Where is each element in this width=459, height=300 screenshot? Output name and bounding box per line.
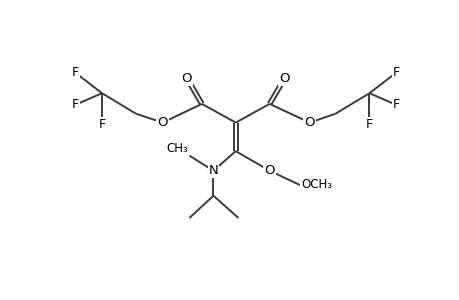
Text: N: N — [208, 164, 218, 177]
Text: F: F — [72, 98, 78, 111]
Text: F: F — [392, 66, 399, 79]
Text: O: O — [304, 116, 314, 129]
Text: F: F — [365, 118, 372, 131]
Text: O: O — [181, 71, 191, 85]
Text: O: O — [264, 164, 274, 177]
Text: CH₃: CH₃ — [166, 142, 188, 155]
Text: F: F — [72, 66, 78, 79]
Text: F: F — [392, 98, 399, 111]
Text: OCH₃: OCH₃ — [301, 178, 332, 191]
Text: F: F — [98, 118, 106, 131]
Text: O: O — [279, 71, 289, 85]
Text: O: O — [157, 116, 168, 129]
